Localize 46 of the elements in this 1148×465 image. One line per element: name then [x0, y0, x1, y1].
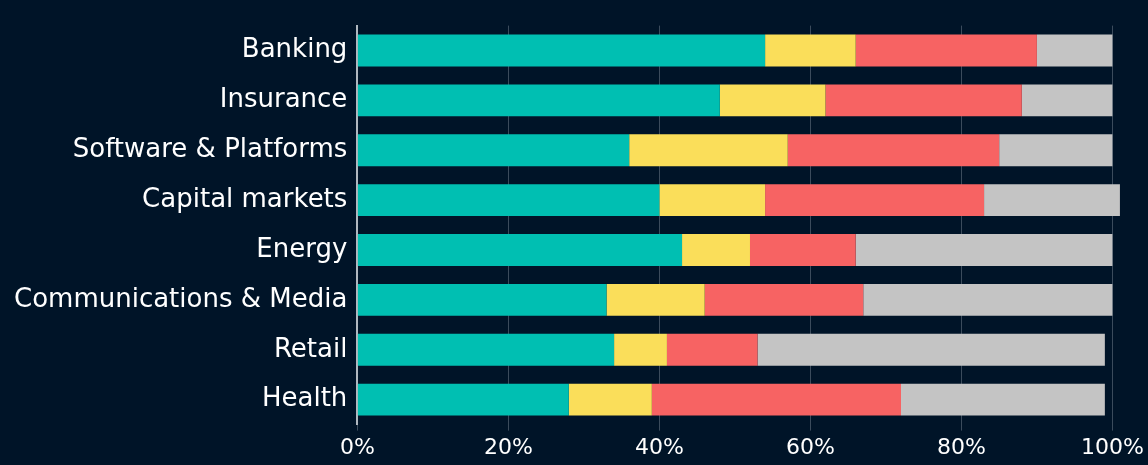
- bar: [855, 234, 1113, 266]
- bar: [901, 383, 1105, 416]
- bar: [568, 383, 652, 416]
- bar: [606, 283, 705, 316]
- y-tick-label: Communications & Media: [13, 282, 348, 313]
- bar: [659, 184, 766, 217]
- bar: [357, 234, 683, 266]
- bar: [999, 134, 1113, 167]
- bar: [1021, 84, 1113, 117]
- bar: [1036, 34, 1113, 67]
- y-tick-label: Health: [261, 382, 348, 413]
- bar: [357, 383, 569, 416]
- x-tick-label: 100%: [1080, 433, 1144, 459]
- bar: [629, 134, 788, 167]
- bar: [357, 333, 615, 366]
- x-tick-label: 0%: [339, 433, 375, 459]
- y-tick-label: Retail: [273, 332, 348, 363]
- bar: [704, 283, 864, 316]
- bar: [719, 84, 826, 117]
- bar: [787, 134, 1000, 167]
- bar: [863, 283, 1113, 316]
- bar: [357, 283, 607, 316]
- bar: [614, 333, 667, 366]
- y-tick-label: Banking: [241, 33, 348, 64]
- bar: [765, 184, 985, 217]
- x-tick-label: 20%: [483, 433, 533, 459]
- x-tick-label: 40%: [634, 433, 684, 459]
- bar: [757, 333, 1105, 366]
- bar: [357, 34, 766, 67]
- x-tick-label: 80%: [936, 433, 986, 459]
- bar: [825, 84, 1022, 117]
- bar: [357, 84, 720, 117]
- bar: [651, 383, 901, 416]
- bar: [749, 234, 856, 266]
- y-tick-label: Capital markets: [142, 182, 348, 213]
- bar: [855, 34, 1037, 67]
- y-tick-label: Energy: [256, 232, 348, 263]
- y-tick-label: Insurance: [219, 83, 348, 114]
- bar: [765, 34, 856, 67]
- y-tick-label: Software & Platforms: [72, 133, 348, 164]
- x-tick-label: 60%: [785, 433, 835, 459]
- bar: [666, 333, 758, 366]
- bar: [357, 134, 630, 167]
- bar: [357, 184, 660, 217]
- bar: [984, 184, 1120, 217]
- bar: [682, 234, 750, 266]
